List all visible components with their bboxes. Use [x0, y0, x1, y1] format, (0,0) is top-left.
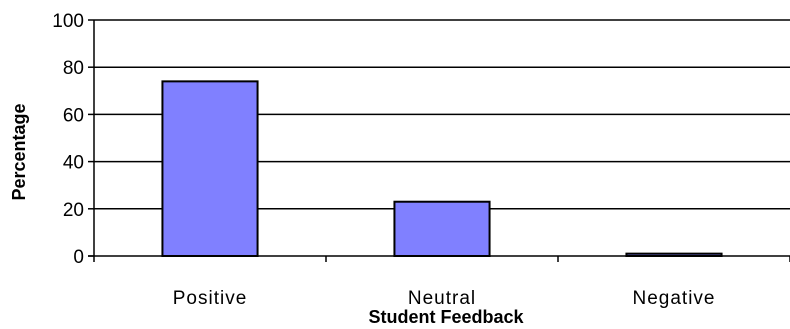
y-tick-labels: 0 20 40 60 80 100 — [52, 11, 84, 268]
y-tick-label: 20 — [63, 200, 84, 221]
y-tick-label: 80 — [63, 58, 84, 79]
y-tick-label: 0 — [73, 247, 84, 268]
x-axis-title: Student Feedback — [368, 307, 524, 327]
y-axis-title: Percentage — [9, 103, 29, 200]
bars — [161, 80, 723, 257]
y-tick-label: 40 — [63, 153, 84, 174]
bar-positive — [161, 80, 259, 257]
axes — [88, 19, 790, 262]
x-tick-label-negative: Negative — [633, 288, 716, 309]
y-tick-label: 60 — [63, 105, 84, 126]
x-tick-label-positive: Positive — [173, 288, 248, 309]
x-tick-labels: Positive Neutral Negative — [173, 288, 716, 309]
x-tick-label-neutral: Neutral — [408, 288, 476, 309]
y-tick-label: 100 — [52, 11, 84, 32]
bar-neutral — [393, 200, 491, 257]
